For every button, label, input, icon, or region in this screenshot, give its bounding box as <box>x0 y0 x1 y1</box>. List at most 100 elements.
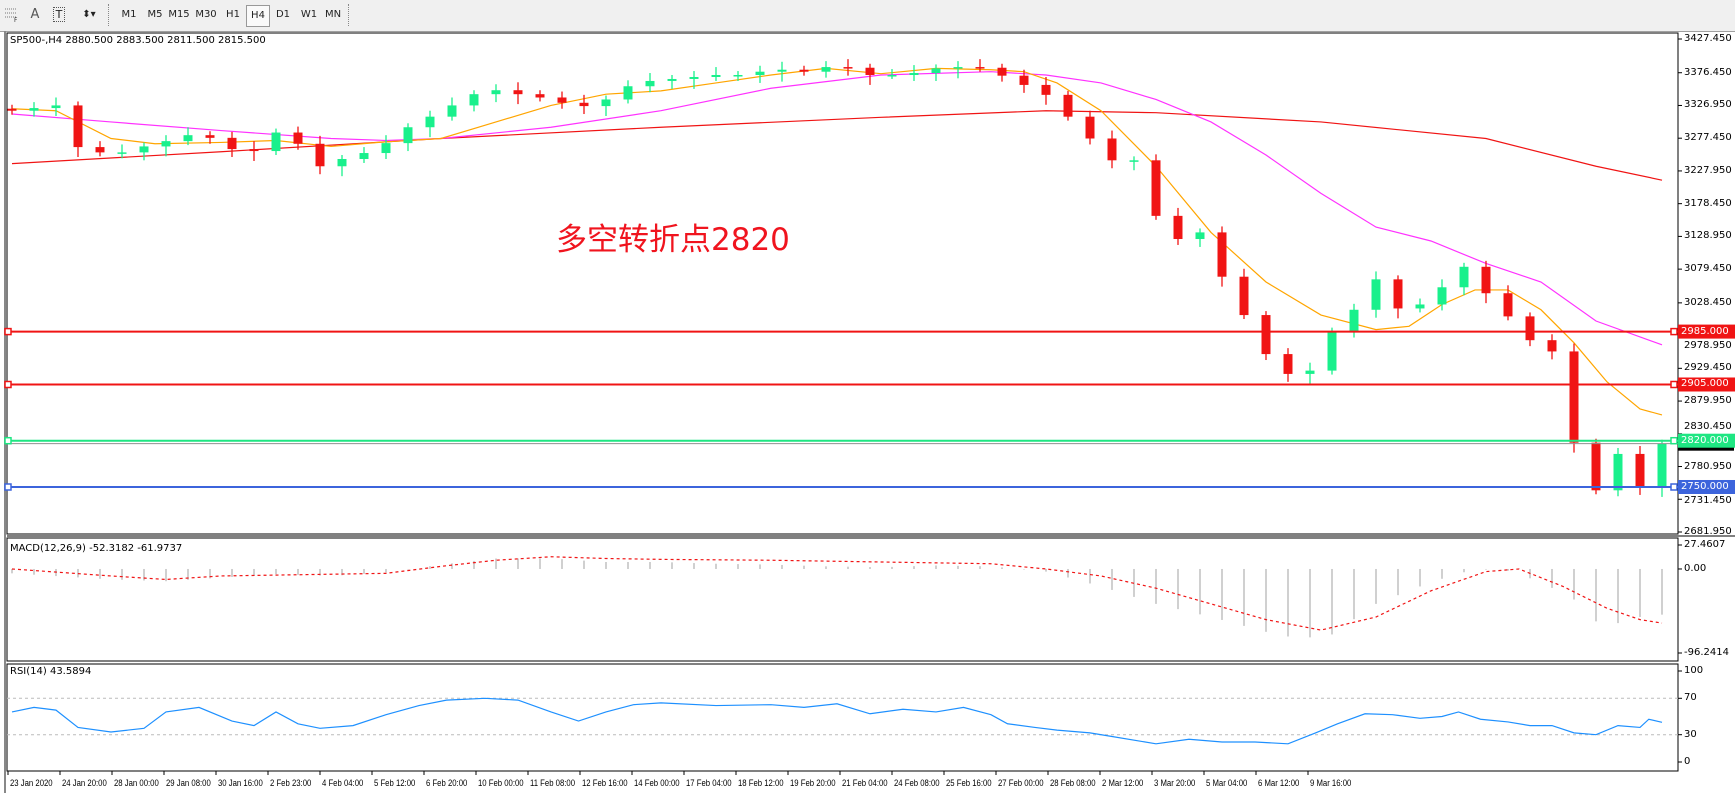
timeframe-w1-button[interactable]: W1 <box>300 9 318 20</box>
timeframe-m30-button[interactable]: M30 <box>195 9 217 20</box>
time-axis-label: 28 Jan 00:00 <box>114 778 159 788</box>
candle-body <box>843 67 853 69</box>
candle-body <box>689 76 699 79</box>
candle-body <box>161 141 171 147</box>
candle <box>1063 90 1073 121</box>
candle-body <box>1217 232 1227 277</box>
candle <box>447 97 457 121</box>
candle <box>997 63 1007 82</box>
candle <box>161 135 171 157</box>
candle-body <box>1107 138 1117 161</box>
time-axis-label: 17 Feb 04:00 <box>686 778 732 788</box>
candle-body <box>1173 215 1183 240</box>
candle-body <box>931 68 941 74</box>
candle <box>403 123 413 152</box>
candle <box>117 144 127 159</box>
timeframe-d1-button[interactable]: D1 <box>275 9 291 20</box>
candle-body <box>1547 340 1557 352</box>
grid-f-icon[interactable]: F <box>3 5 21 25</box>
candle <box>7 104 17 115</box>
macd-axis-label: 0.00 <box>1684 562 1707 574</box>
candle-body <box>381 143 391 154</box>
candle <box>1283 348 1293 382</box>
candle-body <box>1525 316 1535 341</box>
time-axis-label: 6 Mar 12:00 <box>1258 778 1300 788</box>
hline-handle-left <box>4 436 12 445</box>
time-axis-label: 3 Mar 20:00 <box>1154 778 1196 788</box>
hline-handle-right <box>1670 380 1678 389</box>
time-axis-label: 4 Feb 04:00 <box>322 778 364 788</box>
time-axis-label: 24 Jan 20:00 <box>62 778 107 788</box>
candle-body <box>1591 442 1601 491</box>
time-axis-label: 21 Feb 04:00 <box>842 778 888 788</box>
candle <box>1415 298 1425 313</box>
candle <box>777 61 787 82</box>
timeframe-h1-button[interactable]: H1 <box>226 9 240 20</box>
timeframe-m1-button[interactable]: M1 <box>121 9 137 20</box>
candle <box>491 84 501 103</box>
text-a-icon[interactable]: A <box>30 7 40 22</box>
candle <box>1547 334 1557 360</box>
candle-body <box>799 69 809 72</box>
candle <box>667 75 677 89</box>
candle <box>1481 260 1491 304</box>
candle <box>887 69 897 79</box>
candle-body <box>1261 315 1271 355</box>
time-axis-label: 2 Mar 12:00 <box>1102 778 1144 788</box>
candle-body <box>1415 304 1425 309</box>
candle <box>953 61 963 79</box>
time-axis-label: 5 Mar 04:00 <box>1206 778 1248 788</box>
candle <box>601 95 611 117</box>
hline-handle-left <box>4 380 12 389</box>
time-axis-label: 12 Feb 16:00 <box>582 778 628 788</box>
macd-pane-frame <box>6 537 1679 662</box>
candle <box>755 65 765 83</box>
svg-text:F: F <box>14 17 18 23</box>
candle-body <box>95 147 105 153</box>
candle <box>821 61 831 78</box>
candle <box>1437 279 1447 311</box>
arrows-icon[interactable]: ⬍▾ <box>82 9 96 20</box>
candle <box>1107 130 1117 169</box>
candle-body <box>117 152 127 154</box>
candle <box>1129 156 1139 171</box>
candle-body <box>1041 84 1051 95</box>
candle-body <box>425 116 435 128</box>
candle <box>1151 154 1161 220</box>
macd-axis-label: 27.4607 <box>1684 539 1726 550</box>
timeframe-h4-button[interactable]: H4 <box>246 5 270 27</box>
candle-body <box>623 86 633 100</box>
candle <box>381 135 391 159</box>
timeframe-m15-button[interactable]: M15 <box>168 9 190 20</box>
chart-window[interactable] <box>4 31 1735 793</box>
candle-body <box>1151 160 1161 216</box>
candle <box>183 127 193 146</box>
candle-body <box>205 135 215 138</box>
candle <box>51 97 61 117</box>
time-axis-label: 2 Feb 23:00 <box>270 778 312 788</box>
time-axis-label: 28 Feb 08:00 <box>1050 778 1096 788</box>
candle <box>689 71 699 89</box>
candle-body <box>293 132 303 144</box>
timeframe-m5-button[interactable]: M5 <box>147 9 163 20</box>
candle <box>1459 262 1469 296</box>
candle <box>139 142 149 161</box>
price-axis-label: 2830.450 <box>1684 420 1732 432</box>
candle-body <box>755 71 765 76</box>
candle-body <box>1503 293 1513 317</box>
time-axis-label: 19 Feb 20:00 <box>790 778 836 788</box>
candle <box>95 141 105 157</box>
hline-price-tag <box>1678 377 1735 392</box>
candle-body <box>909 73 919 76</box>
candle <box>513 82 523 105</box>
timeframe-mn-button[interactable]: MN <box>324 9 342 20</box>
candle-body <box>601 99 611 107</box>
candle-body <box>139 146 149 153</box>
hline-price-tag <box>1678 324 1735 339</box>
candle-body <box>579 102 589 107</box>
text-label-icon[interactable]: T <box>50 5 68 25</box>
candle <box>271 128 281 156</box>
price-axis-label: 2929.450 <box>1684 362 1732 374</box>
candle <box>1261 311 1271 361</box>
